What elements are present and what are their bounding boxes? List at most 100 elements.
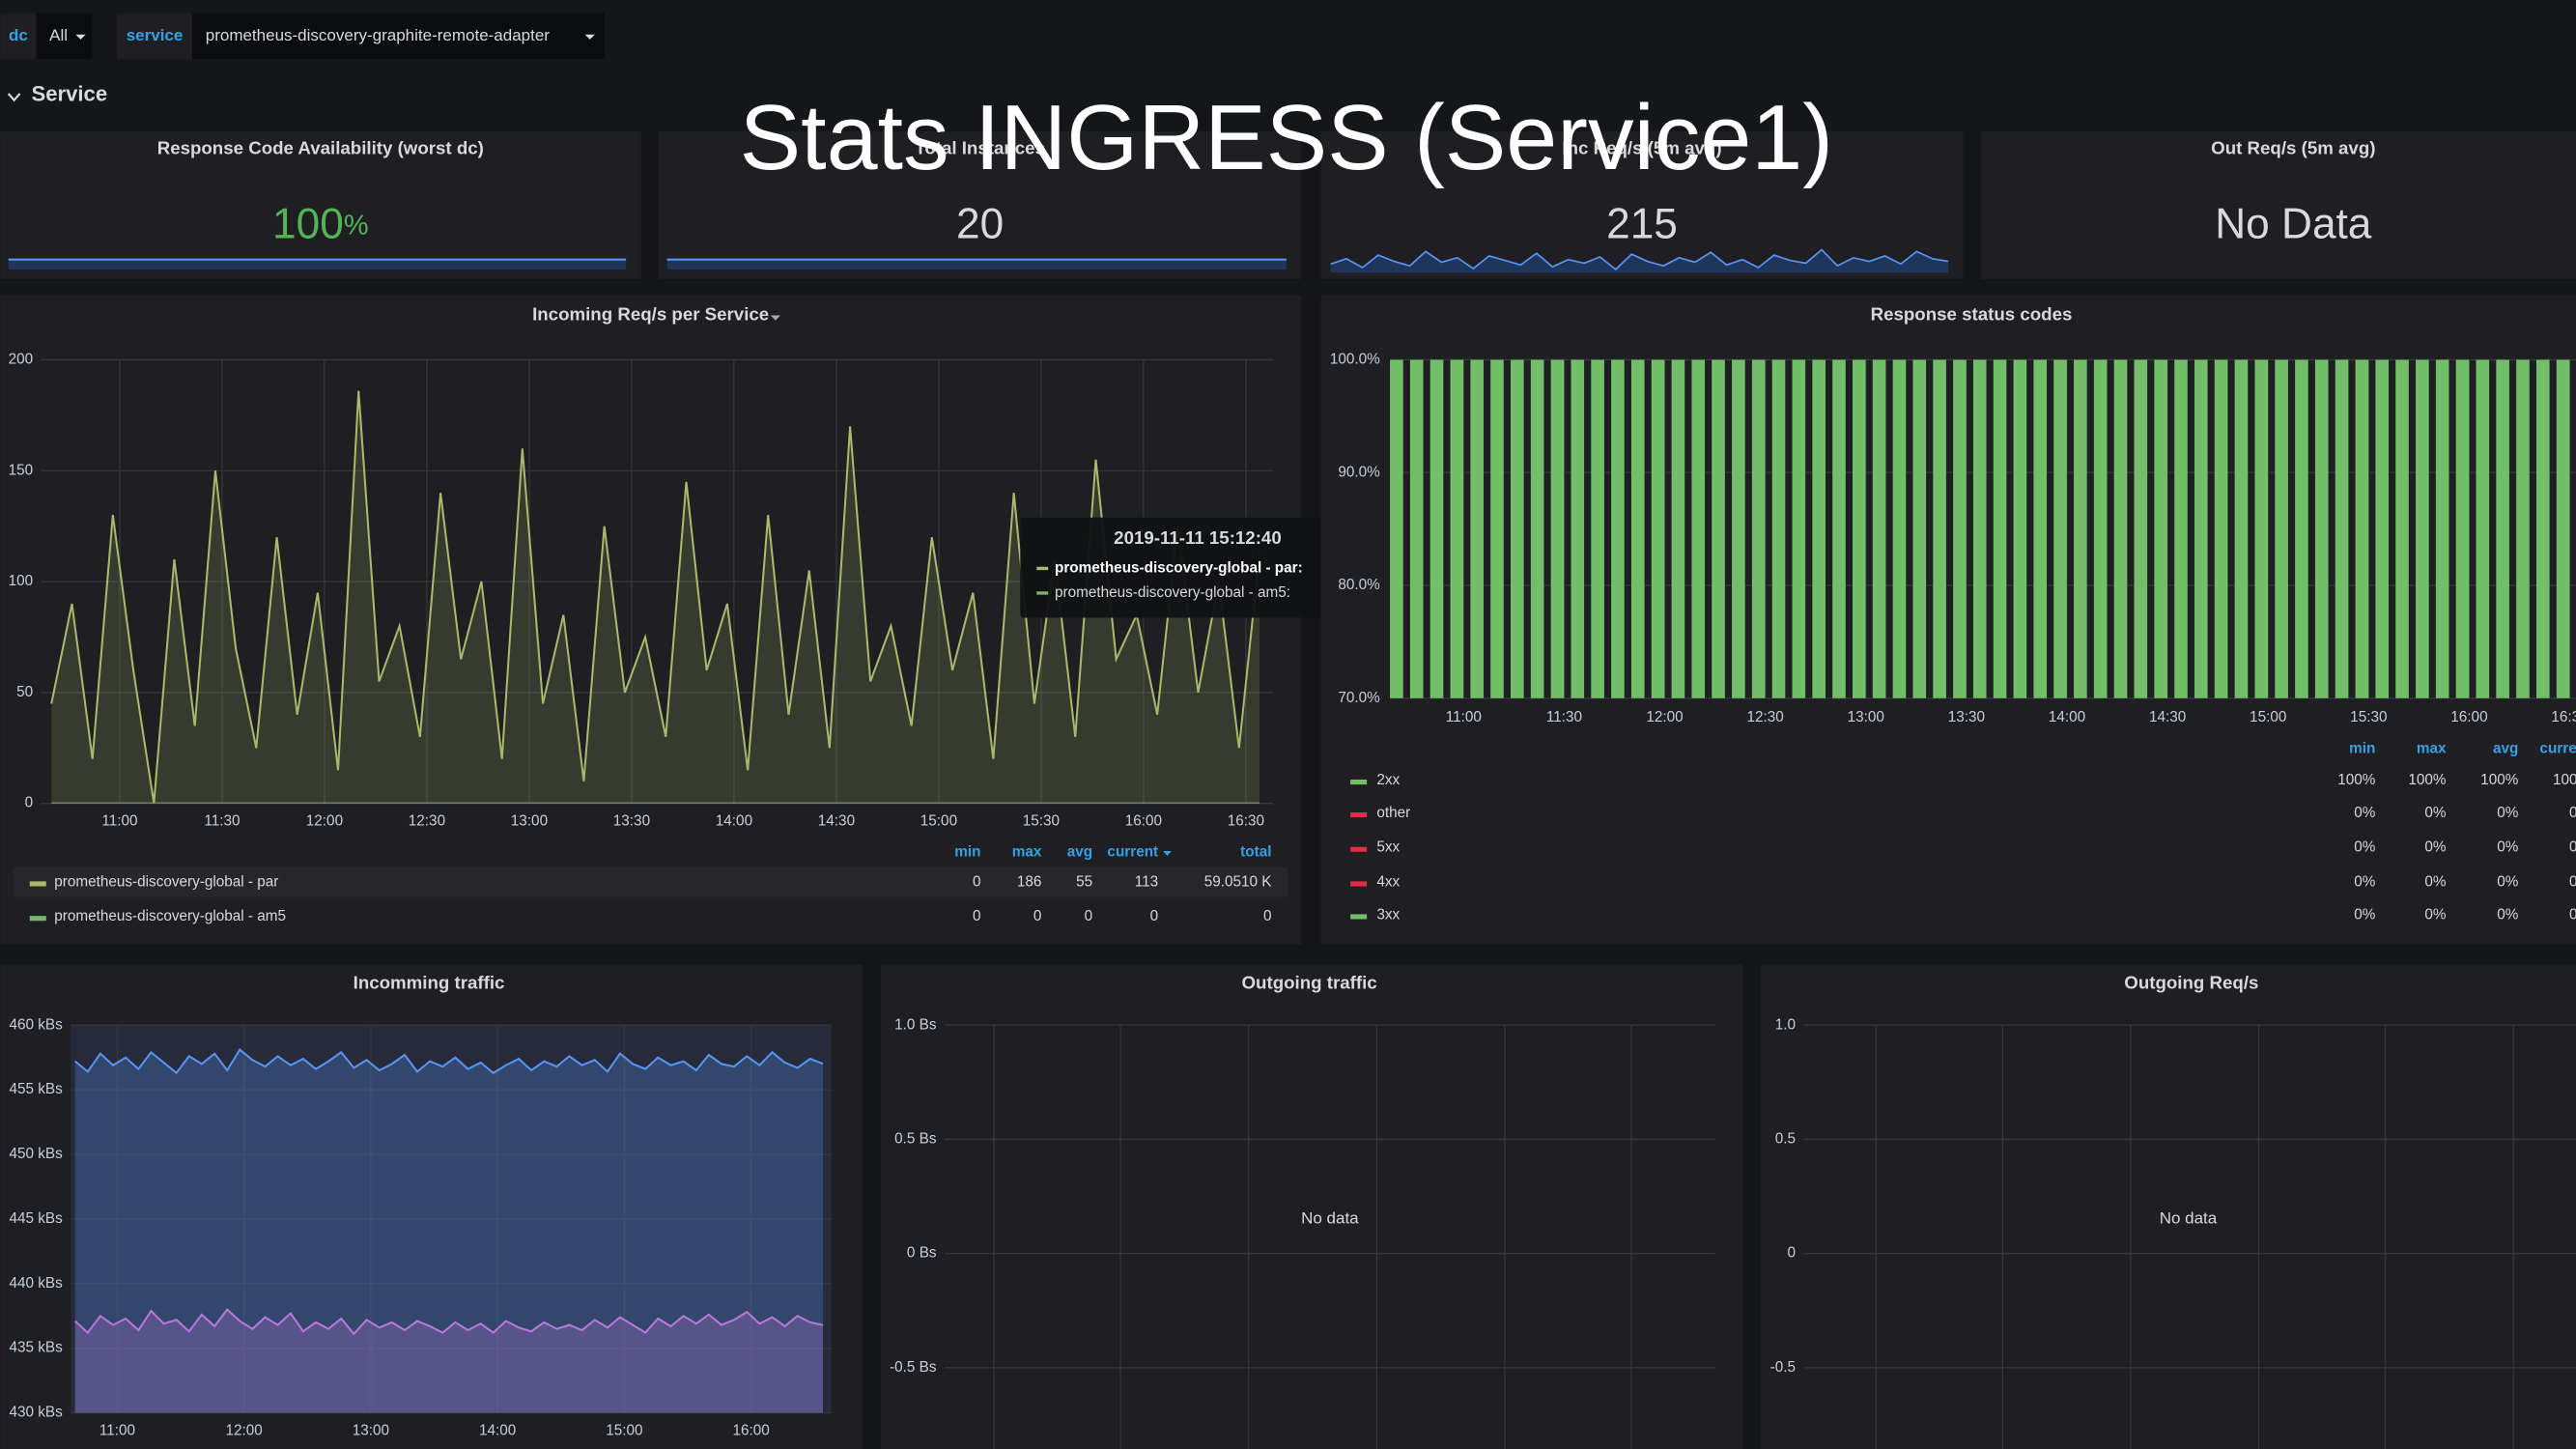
stat-number: 215	[1606, 200, 1678, 247]
x-tick-label: 13:30	[1948, 709, 1985, 725]
y-tick-label: 430 kBs	[10, 1405, 64, 1421]
x-tick-label: 16:30	[1228, 812, 1264, 829]
y-tick-label: 455 kBs	[10, 1081, 64, 1097]
stat-value: No Data	[2215, 200, 2372, 247]
legend-value: 0%	[2569, 906, 2576, 923]
y-tick-label: 150	[9, 462, 34, 478]
legend-name[interactable]: prometheus-discovery-global - par	[54, 873, 278, 890]
toolbar: dc All service prometheus-discovery-grap…	[0, 14, 605, 60]
x-tick-label: 11:00	[1446, 709, 1482, 725]
stat-number: No Data	[2215, 200, 2372, 247]
legend-name[interactable]: 2xx	[1376, 772, 1400, 788]
x-tick-label: 11:30	[1546, 709, 1582, 725]
no-data: No data	[2160, 1208, 2218, 1227]
y-tick-label: -0.5	[1770, 1359, 1796, 1376]
tooltip-label: prometheus-discovery-global - par:	[1055, 559, 1303, 576]
tooltip-time: 2019-11-11 15:12:40	[1114, 527, 1282, 548]
stat-unit: %	[344, 210, 369, 241]
x-tick-label: 12:30	[1746, 709, 1783, 725]
legend-value: 0%	[2497, 805, 2519, 821]
legend-name[interactable]: 4xx	[1376, 873, 1400, 890]
legend-value: 0%	[2569, 839, 2576, 856]
legend-value: 0%	[2497, 906, 2519, 923]
y-tick-label: 0	[1787, 1245, 1796, 1262]
dc-value[interactable]: All	[49, 26, 68, 44]
legend-value: 100%	[2408, 772, 2447, 788]
y-tick-label: 435 kBs	[10, 1340, 64, 1356]
y-tick-label: 1.0 Bs	[894, 1016, 937, 1033]
legend-header[interactable]: max	[1012, 844, 1042, 861]
x-tick-label: 14:00	[716, 812, 752, 829]
x-tick-label: 12:00	[1646, 709, 1683, 725]
panel	[1761, 964, 2576, 1449]
y-tick-label: 450 kBs	[10, 1146, 64, 1162]
legend-value: 0%	[2497, 873, 2519, 890]
x-tick-label: 13:00	[1848, 709, 1884, 725]
y-tick-label: 100.0%	[1330, 351, 1380, 367]
legend-header[interactable]: min	[2349, 741, 2375, 757]
y-tick-label: 200	[9, 351, 34, 367]
legend-value: 186	[1017, 873, 1042, 890]
legend-value: 0%	[2569, 805, 2576, 821]
x-tick-label: 14:30	[818, 812, 855, 829]
service-value[interactable]: prometheus-discovery-graphite-remote-ada…	[206, 26, 551, 44]
plot	[75, 1050, 823, 1413]
legend-header[interactable]: current	[2539, 741, 2576, 757]
y-tick-label: 0 Bs	[907, 1245, 937, 1262]
legend-value: 100%	[2337, 772, 2376, 788]
legend-value: 0%	[2354, 839, 2376, 856]
legend-value: 0%	[2424, 839, 2447, 856]
stat-number: 100	[272, 200, 344, 247]
x-tick-label: 15:00	[606, 1422, 642, 1438]
x-tick-label: 12:00	[306, 812, 343, 829]
x-tick-label: 14:00	[479, 1422, 516, 1438]
y-tick-label: 50	[16, 684, 33, 700]
x-tick-label: 11:00	[99, 1422, 135, 1438]
panel-title: Outgoing traffic	[1242, 973, 1377, 993]
legend-name[interactable]: 3xx	[1376, 906, 1400, 923]
legend-name[interactable]: other	[1376, 805, 1410, 821]
legend-value: 59.0510 K	[1204, 873, 1273, 890]
panel-title: Incomming traffic	[354, 973, 505, 993]
legend-value: 0%	[2569, 873, 2576, 890]
legend-header[interactable]: avg	[1067, 844, 1092, 861]
x-tick-label: 16:00	[2450, 709, 2487, 725]
legend-header[interactable]: max	[2417, 741, 2447, 757]
service-label: service	[127, 26, 184, 44]
legend-name[interactable]: 5xx	[1376, 839, 1400, 856]
dc-label: dc	[9, 26, 28, 44]
no-data: No data	[1301, 1208, 1359, 1227]
legend-value: 100%	[2480, 772, 2519, 788]
legend-value: 0%	[2354, 805, 2376, 821]
x-tick-label: 15:00	[920, 812, 957, 829]
row-title[interactable]: Service	[31, 81, 107, 105]
panel-title: Incoming Req/s per Service	[532, 303, 769, 324]
legend-value: 0%	[2497, 839, 2519, 856]
legend-value: 0	[973, 908, 981, 924]
legend-name[interactable]: prometheus-discovery-global - am5	[54, 908, 286, 924]
legend-header[interactable]: total	[1240, 844, 1271, 861]
legend-value: 0	[1263, 908, 1272, 924]
x-tick-label: 15:30	[1023, 812, 1060, 829]
legend-value: 0%	[2354, 873, 2376, 890]
legend-header[interactable]: avg	[2493, 741, 2518, 757]
legend-value: 100%	[2553, 772, 2576, 788]
legend-value: 0	[1150, 908, 1159, 924]
y-tick-label: 440 kBs	[10, 1275, 64, 1292]
x-tick-label: 13:30	[613, 812, 650, 829]
legend-value: 113	[1135, 873, 1158, 890]
x-tick-label: 14:00	[2049, 709, 2085, 725]
y-tick-label: 70.0%	[1338, 690, 1380, 706]
legend-header[interactable]: current	[1107, 844, 1158, 861]
y-tick-label: 1.0	[1775, 1016, 1796, 1033]
y-tick-label: 0.5 Bs	[894, 1130, 937, 1147]
legend-header[interactable]: min	[954, 844, 980, 861]
x-tick-label: 13:00	[353, 1422, 389, 1438]
x-tick-label: 11:30	[204, 812, 240, 829]
overlay-title: Stats INGRESS (Service1)	[740, 87, 1833, 189]
sparkline-area	[667, 260, 1287, 270]
legend-value: 0%	[2354, 906, 2376, 923]
y-tick-label: 460 kBs	[10, 1016, 64, 1033]
legend-value: 55	[1076, 873, 1092, 890]
